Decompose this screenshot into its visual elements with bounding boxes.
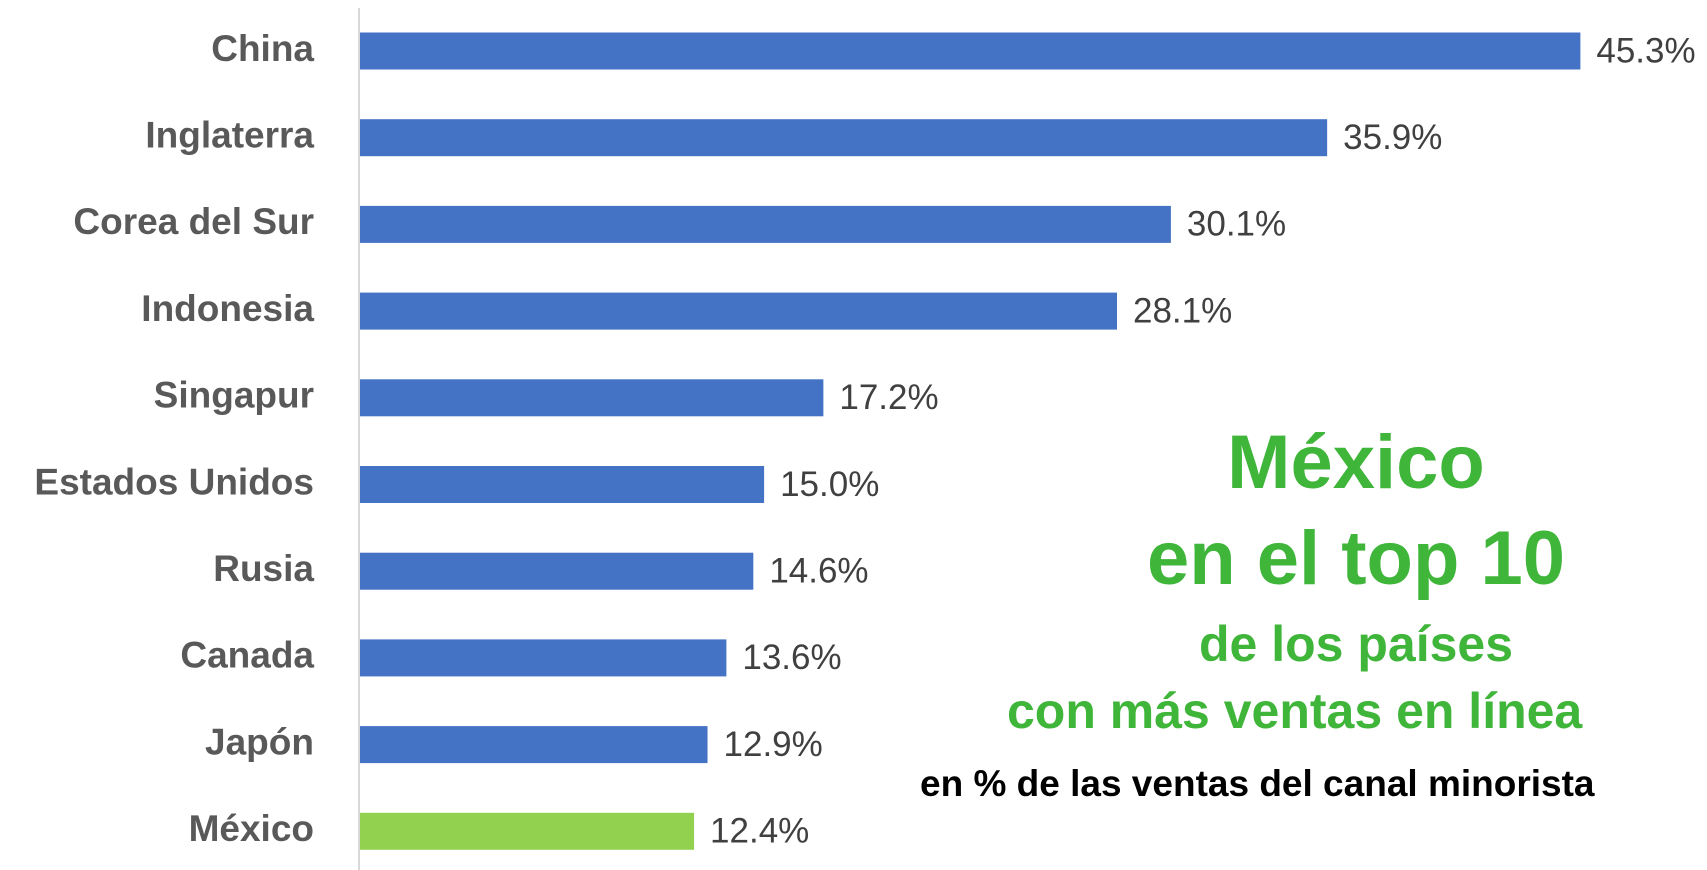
category-label: México [189, 808, 314, 849]
annotation: en % de las ventas del canal minorista [920, 763, 1595, 804]
value-label: 30.1% [1187, 205, 1286, 244]
value-label: 17.2% [839, 378, 938, 417]
bar [360, 32, 1581, 70]
value-label: 14.6% [769, 551, 868, 590]
category-label: Inglaterra [145, 114, 314, 155]
value-label: 13.6% [742, 638, 841, 677]
bar [360, 466, 765, 503]
value-label: 15.0% [780, 465, 879, 504]
annotation: en el top 10 [1147, 516, 1565, 601]
value-label: 45.3% [1596, 31, 1695, 70]
category-label: Indonesia [141, 288, 314, 329]
category-label: China [211, 28, 314, 69]
value-label: 12.9% [724, 725, 823, 764]
value-label: 12.4% [710, 812, 809, 851]
category-label: Singapur [154, 375, 314, 416]
category-label: Japón [205, 721, 314, 762]
annotation: con más ventas en línea [1007, 683, 1583, 739]
value-label: 35.9% [1343, 118, 1442, 157]
bar [360, 205, 1171, 243]
bar [360, 552, 754, 590]
bar [360, 379, 824, 417]
category-label: Rusia [213, 548, 314, 589]
category-label: Estados Unidos [34, 461, 314, 502]
bar [360, 292, 1118, 330]
bar [360, 119, 1328, 157]
annotation: de los países [1199, 616, 1513, 672]
bar [360, 812, 695, 850]
bar [360, 726, 708, 764]
category-label: Canada [180, 635, 314, 676]
annotation: México [1227, 420, 1485, 505]
bar [360, 639, 727, 677]
category-label: Corea del Sur [73, 201, 314, 242]
value-label: 28.1% [1133, 291, 1232, 330]
